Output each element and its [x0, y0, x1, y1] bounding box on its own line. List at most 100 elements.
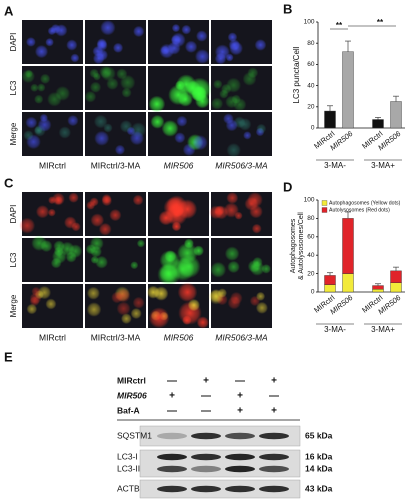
cell: [90, 245, 102, 258]
condition-sign: +: [169, 391, 175, 402]
cell: [67, 114, 79, 127]
cell: [210, 261, 227, 278]
band: [157, 432, 187, 440]
band: [191, 465, 221, 473]
cell: [255, 301, 269, 314]
legend-swatch: [321, 207, 328, 213]
row-label: Merge: [9, 294, 18, 317]
panel-label: D: [283, 179, 292, 194]
legend-swatch: [321, 200, 328, 206]
cell: [227, 260, 240, 274]
cell: [243, 131, 252, 140]
cell: [106, 77, 119, 90]
column-label: MIR506/3-MA: [215, 332, 268, 342]
panel-label: E: [4, 349, 13, 364]
kda-label: 14 kDa: [305, 463, 333, 473]
y-tick-label: 0: [311, 289, 315, 296]
column-label: MIRctrl: [39, 332, 66, 342]
band: [157, 485, 187, 493]
y-tick-label: 40: [307, 82, 315, 89]
band-label: SQSTM1: [117, 430, 152, 440]
bar-segment: [390, 282, 402, 293]
significance: **: [336, 21, 343, 30]
cell: [51, 192, 65, 206]
column-label: MIR506/3-MA: [215, 160, 268, 170]
cell: [26, 303, 38, 315]
cell: [47, 26, 57, 36]
condition-label: MIR506: [117, 390, 147, 400]
column-label: MIR506: [164, 160, 194, 170]
cell: [225, 77, 242, 93]
cell: [114, 144, 126, 155]
cell: [226, 142, 241, 158]
condition-sign: —: [167, 376, 177, 387]
cell: [70, 53, 80, 63]
cell: [90, 255, 99, 264]
y-tick-label: 100: [304, 197, 315, 204]
group-label: 3-MA-: [324, 325, 346, 334]
cell: [148, 307, 170, 329]
cell: [119, 74, 136, 91]
y-tick-label: 0: [311, 125, 315, 132]
cell: [194, 49, 210, 64]
cell: [25, 116, 38, 129]
y-tick-label: 100: [304, 19, 315, 26]
bar-segment: [372, 285, 384, 290]
band: [259, 453, 289, 461]
condition-label: Baf-A: [117, 405, 140, 415]
kda-label: 43 kDa: [305, 483, 333, 493]
cell: [132, 194, 144, 206]
cell: [130, 261, 139, 270]
cell: [37, 285, 52, 300]
cell: [119, 120, 133, 133]
condition-sign: —: [201, 406, 211, 417]
condition-sign: +: [271, 376, 277, 387]
cell: [133, 25, 145, 38]
band: [225, 485, 255, 493]
cell: [164, 250, 177, 263]
cell: [185, 80, 201, 96]
cell: [89, 197, 99, 207]
legend-label: Autophagosomes (Yellow dots): [329, 200, 401, 206]
cell: [251, 223, 262, 234]
cell: [31, 286, 41, 297]
cell: [109, 208, 122, 222]
column-label: MIRctrl/3-MA: [91, 332, 141, 342]
band: [225, 465, 255, 473]
cell: [182, 315, 192, 326]
band: [225, 453, 255, 461]
significance: **: [377, 18, 384, 27]
cell: [98, 222, 112, 236]
cell: [129, 130, 145, 146]
cell: [45, 37, 54, 47]
cell: [24, 69, 33, 78]
condition-sign: +: [203, 376, 209, 387]
cell: [132, 296, 145, 309]
bar: [342, 51, 354, 129]
cell: [211, 97, 224, 110]
kda-label: 16 kDa: [305, 451, 333, 461]
cell: [120, 313, 132, 325]
cell: [94, 130, 110, 146]
condition-sign: —: [235, 376, 245, 387]
cell: [172, 205, 185, 218]
cell: [34, 94, 44, 104]
cell: [228, 39, 241, 51]
cell: [224, 246, 240, 262]
cell: [195, 30, 208, 42]
cell: [68, 244, 83, 259]
band-label: ACTB: [117, 483, 140, 493]
cell: [63, 216, 77, 229]
cell: [39, 73, 51, 85]
cell: [192, 134, 208, 151]
y-tick-label: 60: [307, 61, 315, 68]
cell: [86, 286, 100, 300]
cell: [254, 39, 267, 51]
cell: [214, 44, 230, 60]
band-label: LC3-II: [117, 463, 140, 473]
cell: [68, 192, 79, 203]
cell: [37, 83, 46, 92]
cell: [37, 117, 52, 132]
condition-sign: —: [269, 391, 279, 402]
